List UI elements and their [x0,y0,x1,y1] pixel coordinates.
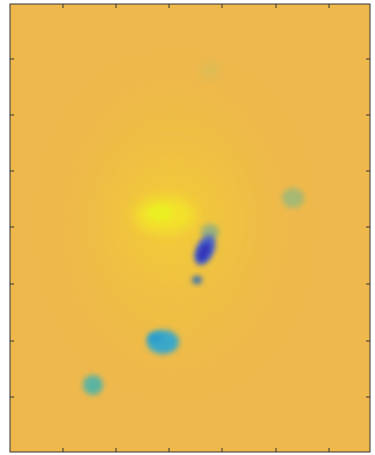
image-area [10,4,370,452]
blue-dot [192,276,202,284]
cyan-core [148,333,162,343]
page: (() => { const data = JSON.parse(documen… [0,0,375,455]
glow-peak [148,205,172,221]
teal-blob [83,375,103,395]
faint-spot [202,62,218,78]
green-blob [282,188,304,208]
chart [0,0,375,455]
